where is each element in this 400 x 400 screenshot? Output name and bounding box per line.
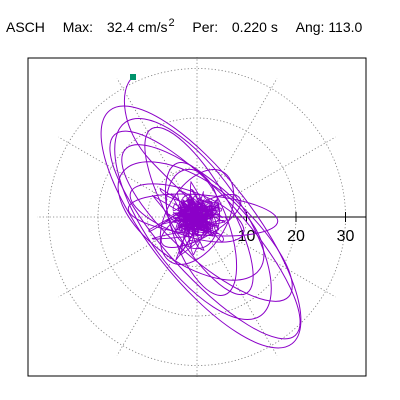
- grid-spoke: [196, 216, 278, 356]
- radial-tick-label: 20: [287, 228, 305, 245]
- radial-tick-label: 30: [337, 228, 355, 245]
- radial-ticks: 10 20 30: [238, 212, 355, 245]
- period-label: Per:: [192, 19, 219, 35]
- angle-label: Ang:: [295, 19, 325, 35]
- trace-loop: [109, 130, 301, 340]
- particle-motion-trace: [100, 76, 302, 349]
- trace-loop: [144, 126, 254, 296]
- max-unit-exponent: 2: [168, 17, 175, 29]
- grid-spoke: [58, 136, 198, 218]
- radial-tick-label: 10: [238, 228, 256, 245]
- period-value: 0.220 s: [231, 19, 278, 35]
- station-code: ASCH: [6, 19, 45, 35]
- trace-loop: [159, 169, 235, 265]
- max-label: Max:: [62, 19, 94, 35]
- angle-value: 113.0: [328, 19, 363, 35]
- grid-spoke: [196, 78, 278, 218]
- grid-spoke: [116, 216, 198, 356]
- header-bar: ASCH Max: 32.4 cm/s2 Per: 0.220 s Ang: 1…: [6, 16, 362, 38]
- grid-spoke: [116, 78, 198, 218]
- trace-start-marker: [130, 74, 136, 80]
- trace-loop: [114, 117, 272, 321]
- grid-spoke: [196, 136, 336, 218]
- grid-spoke: [58, 216, 198, 298]
- trace-loop: [164, 162, 238, 296]
- trace-loop: [117, 161, 265, 281]
- trace-start-segment: [123, 76, 199, 218]
- trace-loop: [100, 105, 302, 349]
- grid-spoke: [196, 216, 336, 298]
- trace-core-cluster: [148, 180, 227, 261]
- max-value: 32.4 cm/s: [106, 19, 168, 35]
